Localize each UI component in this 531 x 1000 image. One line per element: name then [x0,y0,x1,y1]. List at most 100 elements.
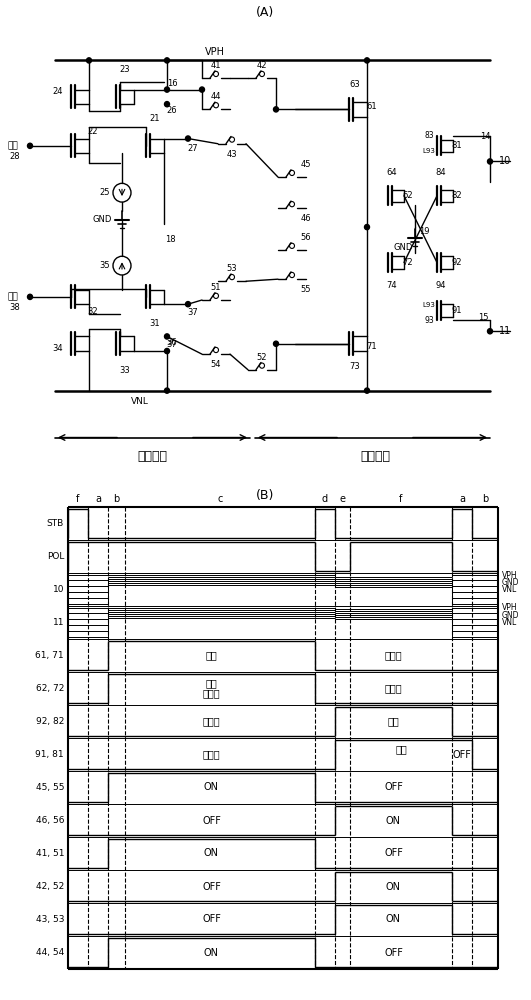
Text: STB: STB [47,519,64,528]
Text: OFF: OFF [202,882,221,892]
Text: OFF: OFF [384,948,403,958]
Text: 44: 44 [211,92,221,101]
Text: 24: 24 [53,87,63,96]
Text: OFF: OFF [202,816,221,826]
Circle shape [165,348,169,354]
Text: e: e [339,494,346,504]
Text: 46: 46 [301,214,311,223]
Text: 18: 18 [165,235,175,244]
Text: 激活: 激活 [205,650,217,660]
Text: 43, 53: 43, 53 [36,915,64,924]
Text: ON: ON [386,914,401,924]
Text: 38: 38 [10,303,20,312]
Text: 41, 51: 41, 51 [36,849,64,858]
Text: 非激活: 非激活 [203,750,220,760]
Text: 45, 55: 45, 55 [36,783,64,792]
Circle shape [185,302,191,307]
Text: c: c [217,494,222,504]
Text: 81: 81 [452,141,463,150]
Text: 72: 72 [402,258,413,267]
Text: f: f [399,494,402,504]
Text: 33: 33 [119,366,131,375]
Text: 93: 93 [424,316,434,325]
Text: ON: ON [204,782,219,792]
Text: 10: 10 [499,156,511,166]
Text: GND: GND [502,611,519,620]
Circle shape [273,107,278,112]
Circle shape [165,102,169,107]
Text: ON: ON [204,848,219,858]
Text: OFF: OFF [384,848,403,858]
Text: 52: 52 [257,353,267,362]
Text: VNL: VNL [502,585,517,594]
Text: 44, 54: 44, 54 [36,948,64,957]
Text: VNL: VNL [131,397,149,406]
Text: f: f [76,494,80,504]
Text: 11: 11 [499,326,511,336]
Circle shape [364,224,370,230]
Text: 73: 73 [349,362,361,371]
Text: a: a [459,494,465,504]
Text: 63: 63 [349,80,361,89]
Circle shape [28,294,32,299]
Text: 34: 34 [53,344,63,353]
Text: 53: 53 [227,264,237,273]
Text: VNL: VNL [502,618,517,627]
Text: VPH: VPH [502,603,518,612]
Text: 14: 14 [479,132,490,141]
Text: 15: 15 [478,313,488,322]
Text: 84: 84 [436,168,447,177]
Text: VPH: VPH [502,570,518,580]
Text: 83: 83 [424,131,434,140]
Text: 37: 37 [167,340,177,349]
Text: 43: 43 [227,150,237,159]
Text: d: d [322,494,328,504]
Text: 42, 52: 42, 52 [36,882,64,891]
Text: 23: 23 [119,65,130,74]
Text: 91: 91 [452,306,463,315]
Circle shape [185,136,191,141]
Text: 21: 21 [150,114,160,123]
Text: 16: 16 [167,79,177,88]
Text: 中压元件: 中压元件 [137,450,167,463]
Text: (B): (B) [256,488,274,502]
Text: 61: 61 [367,102,378,111]
Text: 37: 37 [187,308,199,317]
Text: 82: 82 [452,191,463,200]
Text: 输入: 输入 [8,292,19,301]
Text: 10: 10 [53,585,64,594]
Text: ON: ON [386,882,401,892]
Text: 51: 51 [211,283,221,292]
Text: 56: 56 [301,233,311,242]
Text: 92, 82: 92, 82 [36,717,64,726]
Text: 非激活: 非激活 [203,688,220,698]
Text: 非激活: 非激活 [384,650,402,660]
Circle shape [165,388,169,393]
Text: 25: 25 [100,188,110,197]
Text: 64: 64 [387,168,397,177]
Text: GND: GND [393,243,413,252]
Text: 22: 22 [88,127,98,136]
Text: OFF: OFF [452,750,472,760]
Text: 高压元件: 高压元件 [360,450,390,463]
Text: b: b [482,494,488,504]
Text: 92: 92 [452,258,463,267]
Text: 32: 32 [88,307,98,316]
Text: GND: GND [502,578,519,587]
Text: 27: 27 [187,144,198,153]
Text: 非激活: 非激活 [203,716,220,726]
Circle shape [165,87,169,92]
Text: 41: 41 [211,61,221,70]
Text: 输入: 输入 [8,141,19,150]
Text: 91, 81: 91, 81 [36,750,64,759]
Text: ON: ON [386,816,401,826]
Text: 54: 54 [211,360,221,369]
Text: a: a [95,494,101,504]
Text: 激活: 激活 [395,744,407,754]
Circle shape [165,58,169,63]
Text: 71: 71 [367,342,378,351]
Text: 42: 42 [257,61,267,70]
Text: GND: GND [92,215,112,224]
Circle shape [200,87,204,92]
Text: 94: 94 [436,281,446,290]
